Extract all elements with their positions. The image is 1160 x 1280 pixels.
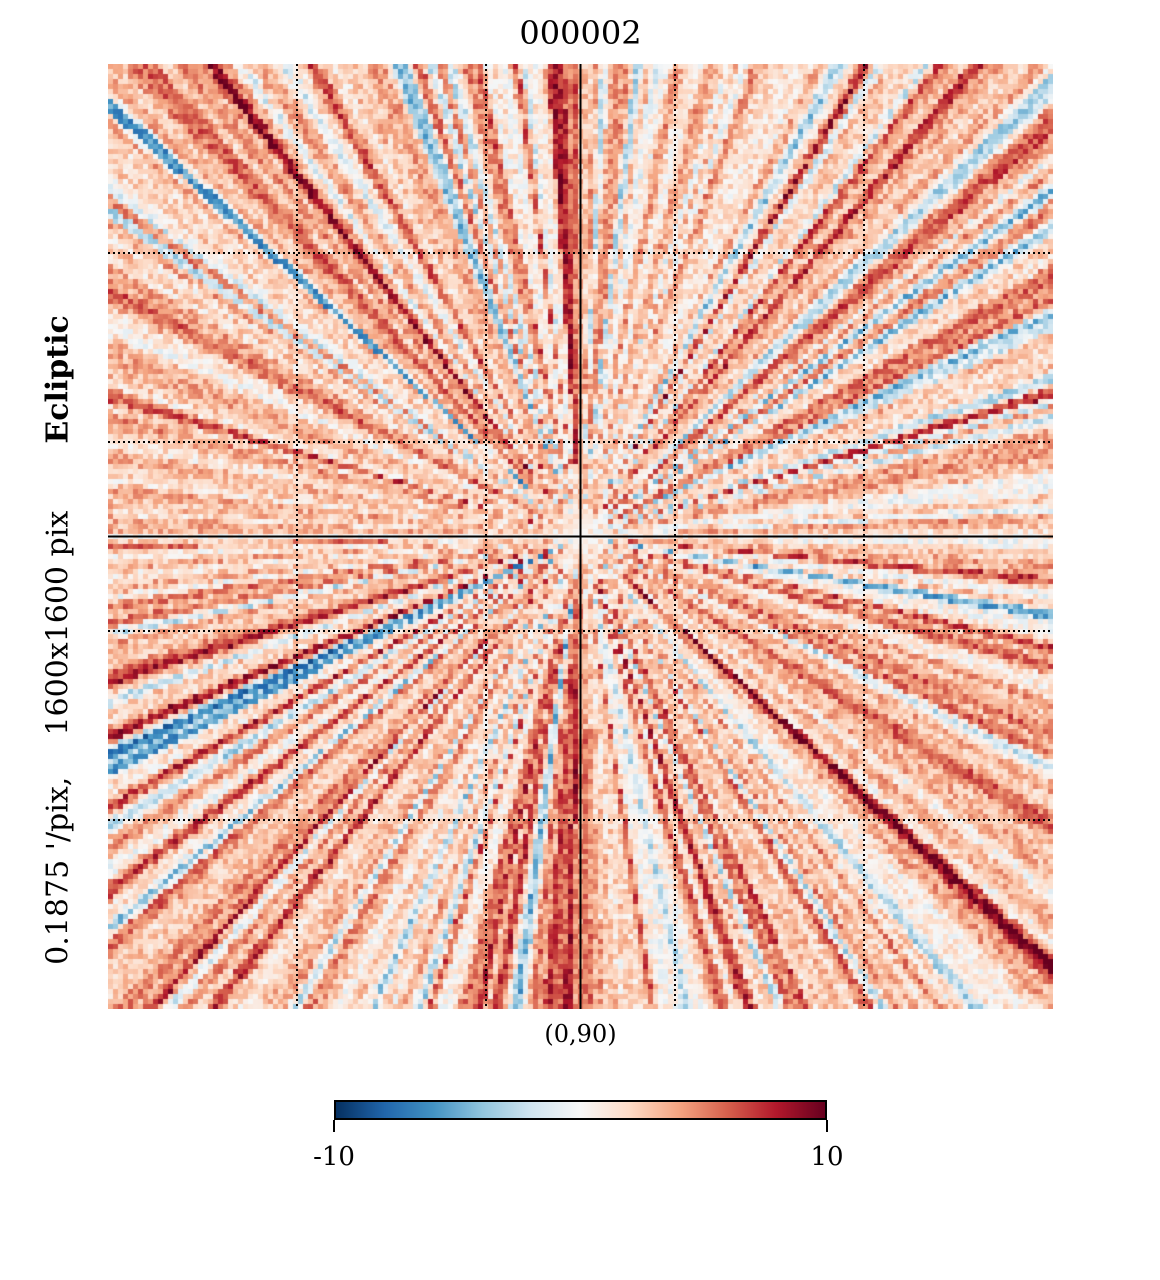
coord-system-label: Ecliptic bbox=[40, 315, 76, 444]
colorbar-tick-max bbox=[826, 1120, 828, 1132]
resolution-text: 0.1875 '/pix, bbox=[40, 776, 76, 965]
size-text: 1600x1600 pix bbox=[40, 510, 76, 736]
colorbar-max-label: 10 bbox=[810, 1142, 844, 1172]
center-coordinate-label: (0,90) bbox=[544, 1020, 617, 1048]
graticule-overlay bbox=[108, 64, 1053, 1009]
colorbar-min-label: -10 bbox=[313, 1142, 355, 1172]
map-panel[interactable] bbox=[108, 64, 1053, 1009]
colorbar bbox=[334, 1100, 827, 1120]
chart-title: 000002 bbox=[519, 14, 642, 52]
colorbar-tick-min bbox=[333, 1120, 335, 1132]
